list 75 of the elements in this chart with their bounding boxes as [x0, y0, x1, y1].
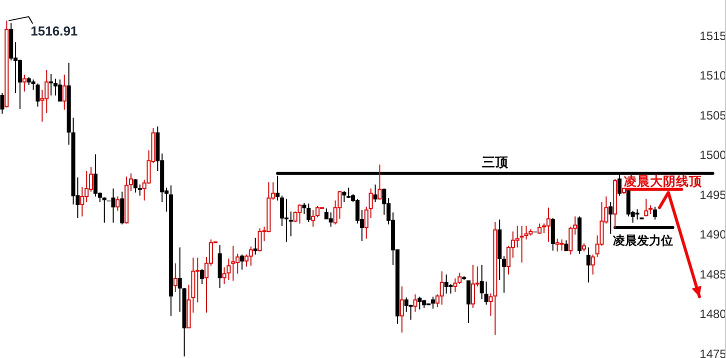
candlestick	[248, 246, 253, 266]
candlestick	[178, 246, 182, 312]
candlestick	[49, 73, 54, 96]
candlestick	[231, 245, 236, 282]
candlestick	[560, 238, 564, 252]
candlestick	[226, 258, 231, 281]
line: 凌晨发力位	[613, 226, 674, 248]
candlestick	[364, 206, 368, 240]
candlestick	[546, 207, 550, 242]
candlestick	[58, 79, 62, 102]
candlestick	[608, 202, 613, 234]
y-tick-label: 1500	[700, 148, 726, 162]
candlestick	[515, 225, 520, 248]
candlestick	[129, 172, 134, 192]
y-tick-label: 1485	[700, 267, 726, 282]
y-tick-label: 1475	[700, 347, 726, 358]
candlestick	[316, 206, 320, 218]
candlestick	[0, 92, 4, 114]
y-tick-label: 1505	[700, 108, 726, 122]
candlestick	[378, 164, 382, 200]
candlestick	[116, 196, 120, 212]
candlestick	[258, 228, 262, 252]
note: 1516.91	[8, 16, 78, 39]
candlestick	[284, 198, 288, 242]
candlestick	[298, 204, 302, 224]
candlestick	[311, 210, 316, 228]
candlestick	[418, 296, 422, 310]
candlestick	[368, 188, 373, 218]
candlestick	[18, 59, 22, 110]
candlestick	[440, 270, 444, 306]
candlestick	[306, 203, 311, 222]
candlestick	[502, 256, 506, 294]
candlestick	[480, 264, 484, 300]
candlestick	[484, 281, 488, 306]
series-label: 凌晨发力位	[613, 234, 674, 248]
candlestick	[400, 286, 404, 334]
candlestick	[568, 226, 573, 256]
candlestick	[355, 198, 360, 224]
candlestick	[453, 278, 458, 292]
candlestick	[328, 212, 333, 228]
candlestick	[653, 206, 658, 220]
candlestick	[22, 74, 26, 92]
annotation: 1516.91	[30, 24, 78, 39]
candlestick	[466, 280, 471, 324]
candlestick	[644, 198, 648, 217]
candlestick	[80, 186, 84, 217]
candlestick	[120, 191, 124, 225]
candlestick	[36, 83, 40, 108]
candlestick	[342, 190, 346, 203]
y-tick-label: 1480	[700, 307, 726, 322]
candlestick	[448, 284, 453, 294]
line: 凌晨大阴线顶	[622, 173, 702, 191]
candlestick	[586, 246, 590, 283]
y-tick-label: 1495	[700, 188, 726, 202]
candlestick	[564, 240, 568, 252]
candlestick	[111, 188, 116, 224]
candlestick	[590, 254, 595, 275]
candlestick	[302, 202, 306, 215]
candlestick	[635, 208, 640, 220]
y-tick-label: 1490	[700, 228, 726, 242]
candlestick	[253, 237, 258, 256]
candlestick	[288, 211, 293, 237]
candlestick	[62, 74, 66, 110]
candlestick	[240, 254, 244, 270]
candlestick	[200, 268, 204, 285]
candlestick	[173, 262, 178, 292]
candlestick	[413, 294, 418, 312]
candlestick	[102, 196, 106, 224]
series-label: 三顶	[482, 155, 510, 170]
y-tick-label: 1515	[700, 28, 726, 43]
candlestick	[280, 195, 284, 226]
candlestick	[373, 184, 378, 203]
candlestick	[430, 296, 436, 310]
candlestick	[550, 217, 555, 252]
candlestick	[218, 244, 222, 288]
